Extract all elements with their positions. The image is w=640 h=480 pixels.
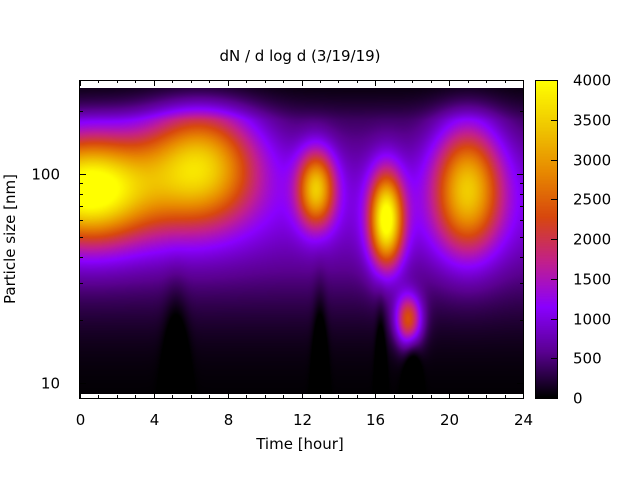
colorbar-tick-label: 2000 [573,231,611,249]
heatmap-canvas [80,88,523,394]
colorbar-tick-label: 4000 [573,72,611,90]
colorbar-tick-label: 0 [573,390,583,408]
x-tick-label: 8 [224,411,234,429]
x-tick-label: 0 [76,411,86,429]
colorbar-tick-label: 2500 [573,191,611,209]
y-tick-label: 10 [41,375,60,393]
colorbar-tick-label: 500 [573,350,602,368]
plot-frame [79,80,524,399]
heatmap-plot-area [80,88,523,394]
x-tick-label: 12 [293,411,312,429]
colorbar-tick-label: 3000 [573,152,611,170]
colorbar-tick-label: 1500 [573,271,611,289]
y-tick-label: 100 [31,166,60,184]
y-axis-ticks: 10 100 [31,111,523,394]
x-tick-label: 20 [440,411,459,429]
chart-title: dN / d log d (3/19/19) [219,47,380,65]
colorbar-ticks: 0 500 1000 1500 2000 2500 3000 3500 4000 [551,72,611,408]
x-axis-ticks: 0 4 8 12 16 20 24 [76,80,533,429]
x-tick-label: 24 [514,411,533,429]
colorbar-frame [535,80,558,399]
colorbar-tick-label: 3500 [573,112,611,130]
x-tick-label: 16 [366,411,385,429]
colorbar-tick-label: 1000 [573,311,611,329]
x-axis-label: Time [hour] [255,435,344,453]
x-tick-label: 4 [150,411,160,429]
colorbar: 0 500 1000 1500 2000 2500 3000 3500 4000 [535,72,611,408]
y-axis-label: Particle size [nm] [1,174,19,304]
